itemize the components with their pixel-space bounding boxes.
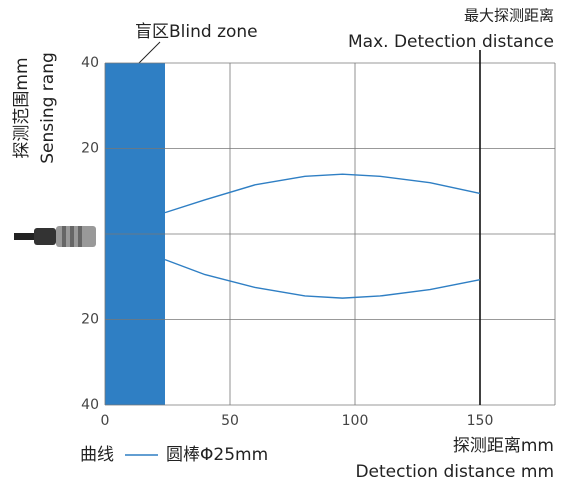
x-tick-label: 150 [467, 413, 494, 429]
legend-title: 曲线 [80, 445, 114, 465]
sensor-icon [14, 226, 96, 247]
annotation: 盲区Blind zone [135, 22, 258, 42]
y-tick-label: 20 [81, 312, 99, 328]
y-tick-label: 40 [81, 397, 99, 413]
ylabel-en: Sensing rang [38, 52, 58, 164]
xlabel-zh: 探测距离mm [453, 436, 554, 456]
y-tick-label: 40 [81, 55, 99, 71]
legend-label: 圆棒Φ25mm [166, 445, 268, 465]
curve-upper [164, 173, 481, 214]
curve-lower [164, 258, 481, 299]
max-label-en: Max. Detection distance [348, 32, 554, 52]
max-label-zh: 最大探测距离 [464, 7, 554, 25]
x-tick-label: 0 [101, 413, 110, 429]
ylabel-zh: 探测范围mm [12, 57, 32, 158]
xlabel-en: Detection distance mm [355, 462, 554, 482]
y-tick-label: 20 [81, 141, 99, 157]
x-tick-label: 50 [221, 413, 239, 429]
x-tick-label: 100 [342, 413, 369, 429]
